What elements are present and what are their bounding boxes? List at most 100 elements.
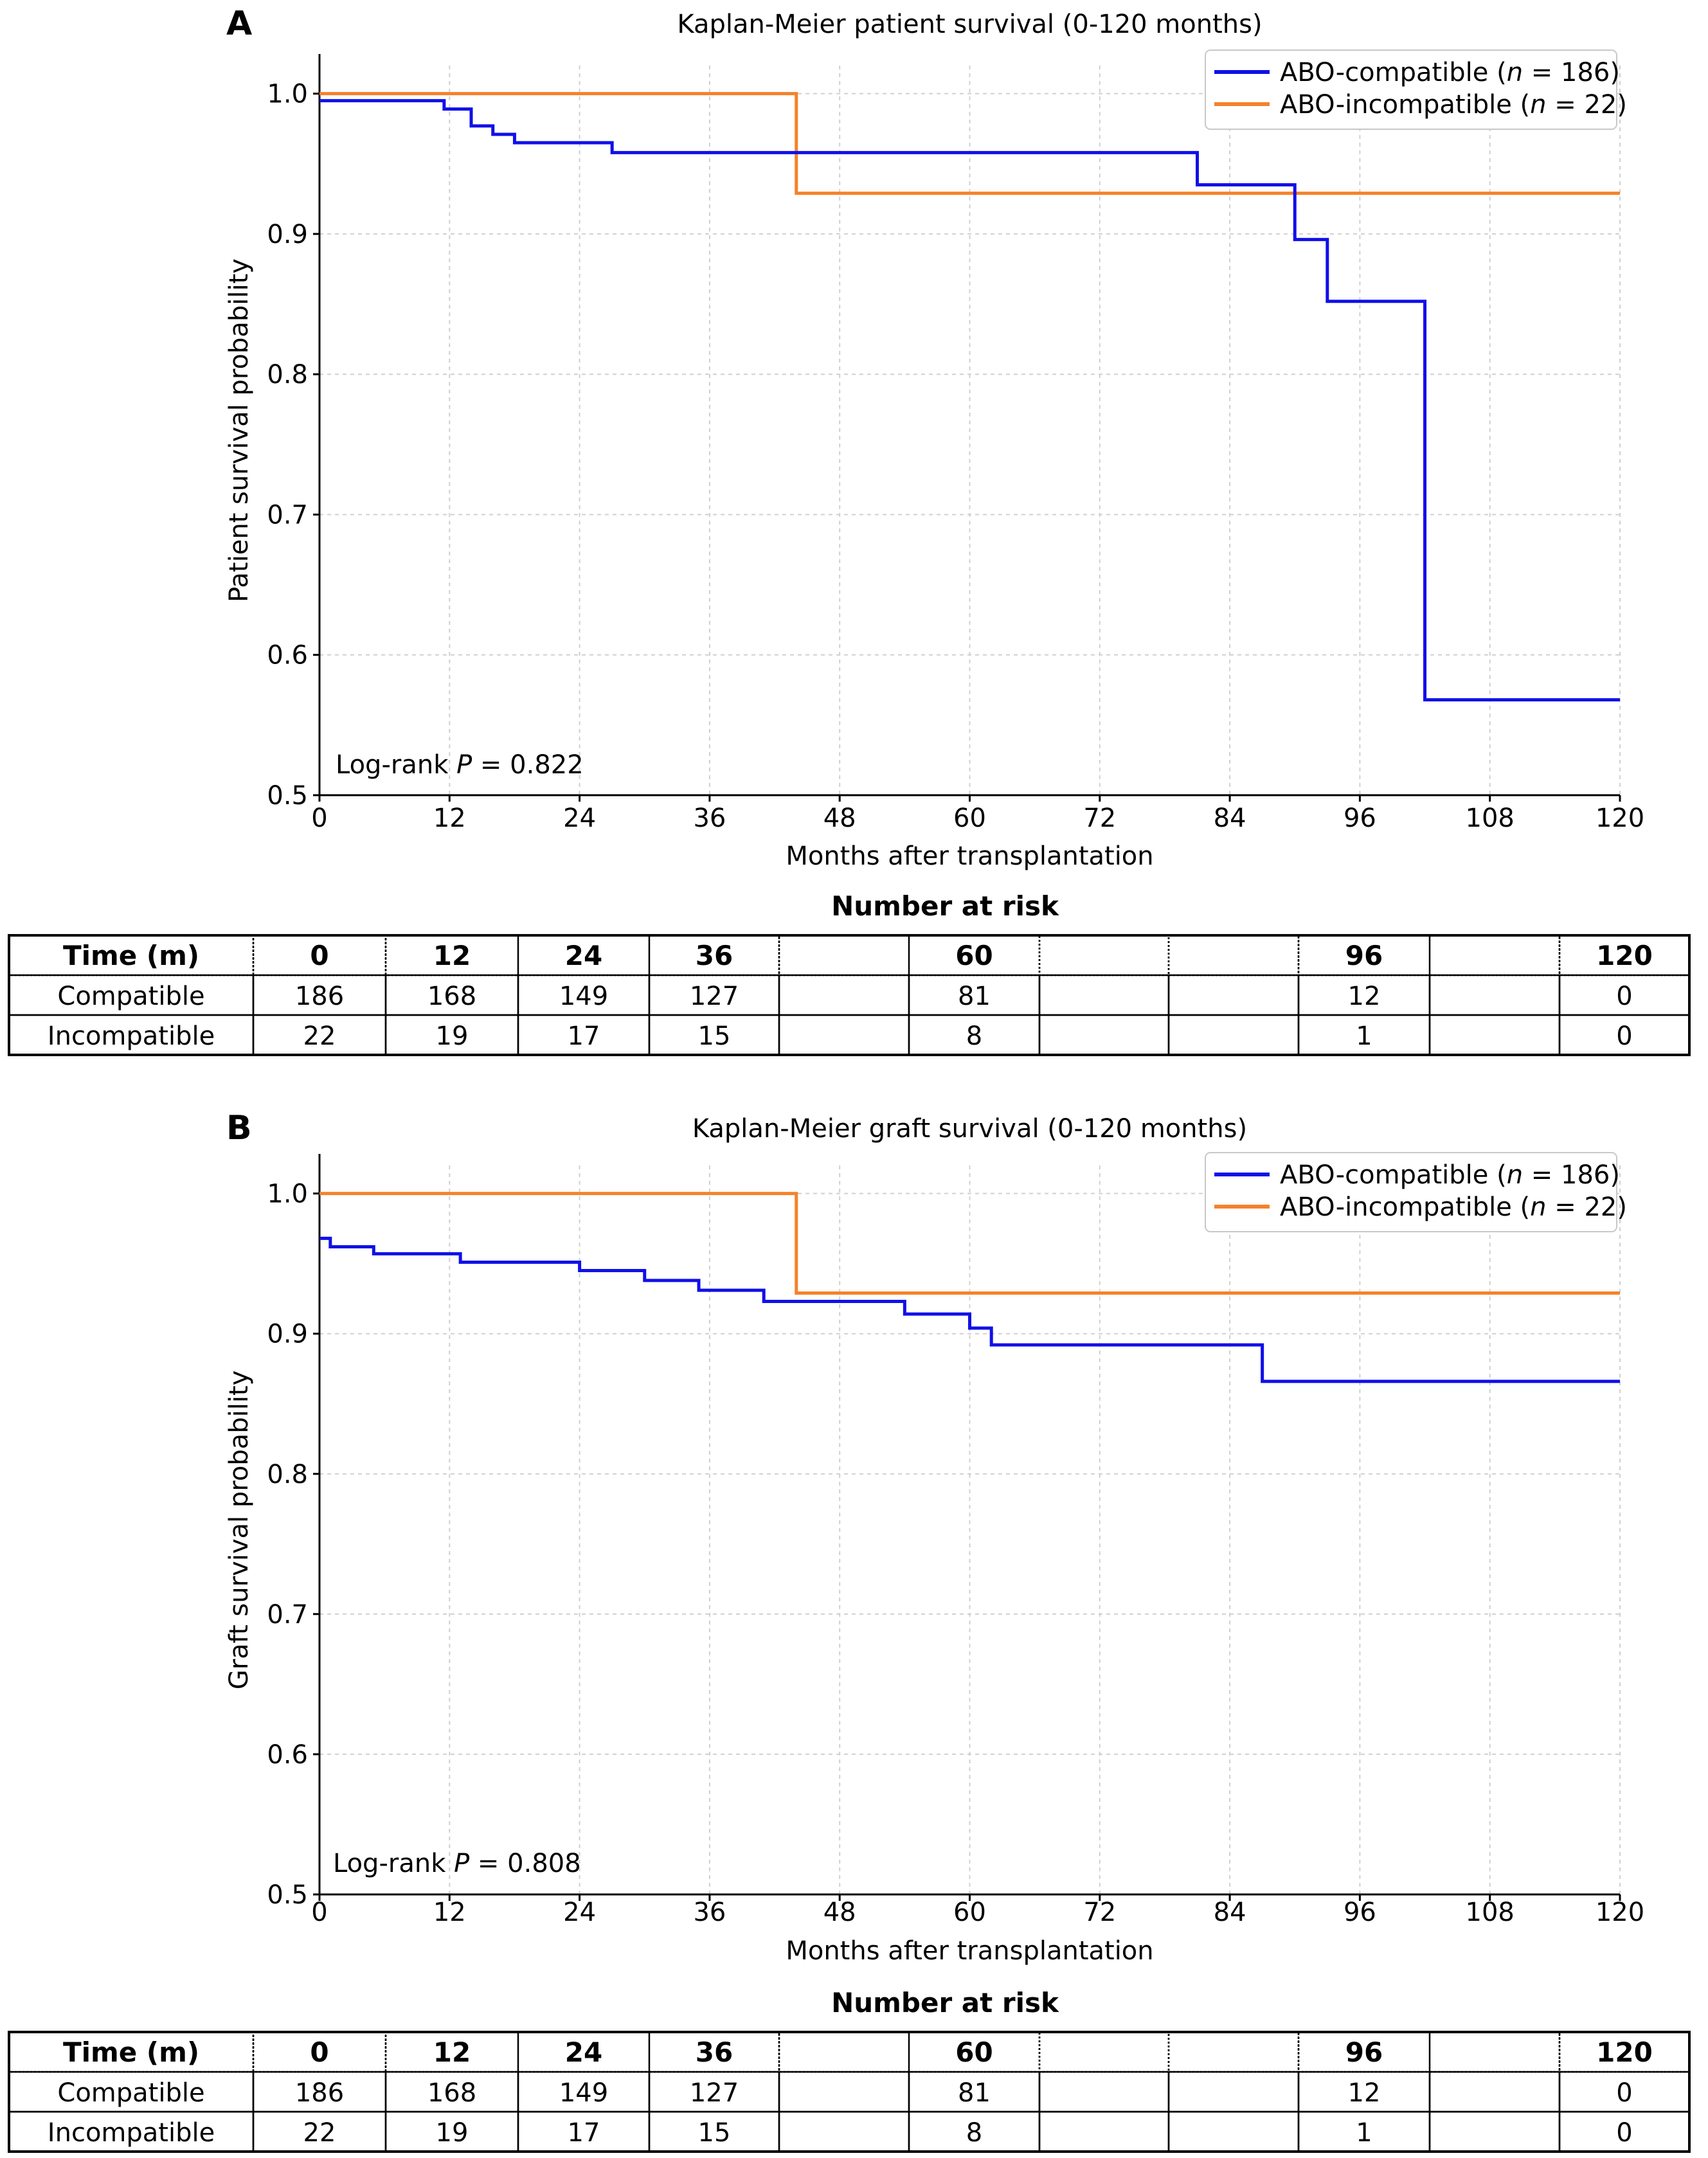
risk-header-cell: [1167, 2031, 1300, 2073]
risk-table: Time (m) 0 12 24 36 60 96 120 Compatible 186 168 14…: [8, 934, 1691, 1056]
risk-header-label: 24: [565, 2037, 602, 2068]
x-tick-label: 84: [1214, 1898, 1246, 1927]
y-tick-label: 0.7: [267, 1600, 308, 1630]
risk-header-cell: [1038, 934, 1170, 976]
risk-header-label: 96: [1345, 940, 1383, 971]
risk-header-label: 0: [310, 940, 328, 971]
risk-cell: [778, 2110, 910, 2153]
risk-cell-value: Compatible: [57, 982, 204, 1011]
series-line: [319, 1236, 1620, 1383]
risk-cell-value: Incompatible: [48, 1021, 215, 1051]
risk-header-cell: [1428, 934, 1561, 976]
legend-label: ABO-incompatible (n = 22): [1280, 1192, 1627, 1222]
x-tick-label: 108: [1466, 804, 1515, 833]
legend-label: ABO-compatible (n = 186): [1280, 1160, 1620, 1190]
risk-cell: [1038, 2071, 1170, 2113]
panel-a: A Kaplan-Meier patient survival (0-120 mo…: [8, 4, 1691, 1056]
risk-cell-value: 0: [1616, 2078, 1632, 2108]
risk-header-label: Time (m): [63, 940, 199, 971]
risk-cell: [1167, 1014, 1300, 1056]
risk-header-label: 12: [433, 940, 471, 971]
x-tick-label: 96: [1344, 804, 1376, 833]
risk-cell: [1428, 2110, 1561, 2153]
chart-title: Kaplan-Meier graft survival (0-120 month…: [692, 1114, 1247, 1144]
risk-cell-value: 17: [568, 2118, 600, 2148]
risk-cell-value: 19: [436, 1021, 469, 1051]
series-line: [319, 1192, 1620, 1295]
risk-header-label: 12: [433, 2037, 471, 2068]
x-tick-label: 36: [693, 804, 726, 833]
risk-cell-value: 19: [436, 2118, 469, 2148]
risk-cell-value: 186: [295, 982, 344, 1011]
y-tick-label: 0.8: [267, 1460, 308, 1489]
y-axis-label: Patient survival probability: [224, 258, 254, 602]
x-tick-label: 96: [1344, 1898, 1376, 1927]
x-tick-label: 12: [433, 1898, 466, 1927]
risk-cell: [1428, 974, 1561, 1016]
risk-cell-value: 186: [295, 2078, 344, 2108]
risk-cell-value: 22: [303, 1021, 336, 1051]
risk-cell-value: 15: [698, 1021, 731, 1051]
risk-cell-value: 1: [1356, 1021, 1372, 1051]
risk-cell: [1038, 974, 1170, 1016]
x-tick-label: 108: [1466, 1898, 1515, 1927]
risk-header-label: 36: [696, 2037, 733, 2068]
risk-cell-value: 12: [1348, 982, 1381, 1011]
risk-table-title: Number at risk: [831, 890, 1059, 922]
risk-cell-value: 17: [568, 1021, 600, 1051]
risk-cell-value: 168: [427, 2078, 476, 2108]
x-tick-label: 0: [311, 1898, 327, 1927]
risk-cell-value: 12: [1348, 2078, 1381, 2108]
chart-title: Kaplan-Meier patient survival (0-120 mon…: [677, 10, 1262, 39]
x-tick-label: 24: [563, 1898, 596, 1927]
risk-cell: [1038, 2110, 1170, 2153]
risk-header-cell: [1167, 934, 1300, 976]
x-tick-label: 120: [1596, 804, 1644, 833]
series-line: [319, 92, 1620, 195]
risk-cell: [778, 1014, 910, 1056]
risk-cell: [1167, 974, 1300, 1016]
risk-header-label: Time (m): [63, 2037, 199, 2068]
risk-cell-value: 8: [966, 2118, 982, 2148]
risk-header-label: 60: [955, 2037, 993, 2068]
risk-cell: [778, 974, 910, 1016]
risk-cell: [778, 2071, 910, 2113]
panel-letter: B: [226, 1109, 252, 1147]
risk-cell-value: 15: [698, 2118, 731, 2148]
risk-header-label: 36: [696, 940, 733, 971]
risk-table-border: [8, 2031, 1691, 2153]
risk-cell: [1428, 1014, 1561, 1056]
risk-header-label: 120: [1596, 940, 1653, 971]
risk-cell-value: 81: [958, 2078, 991, 2108]
x-tick-label: 0: [311, 804, 327, 833]
x-tick-label: 24: [563, 804, 596, 833]
risk-header-cell: [1428, 2031, 1561, 2073]
series-line: [319, 99, 1620, 702]
x-tick-label: 48: [823, 804, 856, 833]
risk-header-label: 96: [1345, 2037, 1383, 2068]
risk-header-label: 24: [565, 940, 602, 971]
risk-cell-value: Compatible: [57, 2078, 204, 2108]
y-tick-label: 0.5: [267, 1880, 308, 1910]
risk-header-cell: [778, 934, 910, 976]
risk-cell-value: 22: [303, 2118, 336, 2148]
x-tick-label: 72: [1083, 1898, 1116, 1927]
y-tick-label: 0.9: [267, 1320, 308, 1349]
log-rank-annotation: Log-rank P = 0.808: [333, 1849, 581, 1878]
risk-header-label: 60: [955, 940, 993, 971]
risk-cell-value: 168: [427, 982, 476, 1011]
x-tick-label: 120: [1596, 1898, 1644, 1927]
risk-cell-value: 149: [559, 982, 608, 1011]
risk-header-cell: [1038, 2031, 1170, 2073]
x-axis-label: Months after transplantation: [786, 1936, 1153, 1966]
y-tick-label: 0.7: [267, 500, 308, 530]
x-tick-label: 60: [953, 804, 986, 833]
y-tick-label: 1.0: [267, 80, 308, 109]
risk-cell: [1167, 2110, 1300, 2153]
y-tick-label: 0.9: [267, 220, 308, 249]
panel-letter: A: [226, 4, 252, 43]
risk-cell-value: 127: [690, 2078, 739, 2108]
y-tick-label: 0.5: [267, 781, 308, 811]
risk-cell-value: 0: [1616, 2118, 1632, 2148]
x-tick-label: 36: [693, 1898, 726, 1927]
